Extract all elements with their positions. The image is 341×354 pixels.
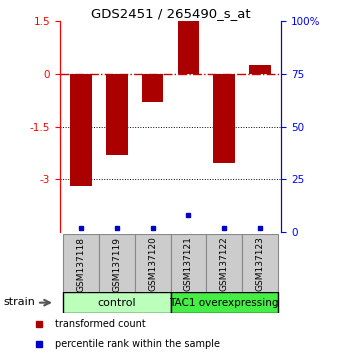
Text: transformed count: transformed count <box>55 319 146 329</box>
Bar <box>99 234 135 292</box>
Title: GDS2451 / 265490_s_at: GDS2451 / 265490_s_at <box>91 7 250 20</box>
Bar <box>135 234 170 292</box>
Bar <box>63 292 170 313</box>
Bar <box>206 234 242 292</box>
Bar <box>63 234 99 292</box>
Bar <box>249 65 271 74</box>
Text: GSM137122: GSM137122 <box>220 236 228 291</box>
Bar <box>213 74 235 164</box>
Text: GSM137118: GSM137118 <box>77 236 86 292</box>
Bar <box>242 234 278 292</box>
Text: strain: strain <box>3 297 35 307</box>
Text: GSM137120: GSM137120 <box>148 236 157 291</box>
Text: TAC1 overexpressing: TAC1 overexpressing <box>169 298 279 308</box>
Bar <box>106 74 128 155</box>
Text: control: control <box>98 298 136 308</box>
Bar <box>170 234 206 292</box>
Text: GSM137121: GSM137121 <box>184 236 193 291</box>
Text: GSM137119: GSM137119 <box>113 236 121 292</box>
Text: percentile rank within the sample: percentile rank within the sample <box>55 339 220 349</box>
Text: GSM137123: GSM137123 <box>255 236 264 291</box>
Bar <box>170 292 278 313</box>
Bar <box>178 19 199 74</box>
Bar <box>142 74 163 102</box>
Bar <box>70 74 92 186</box>
